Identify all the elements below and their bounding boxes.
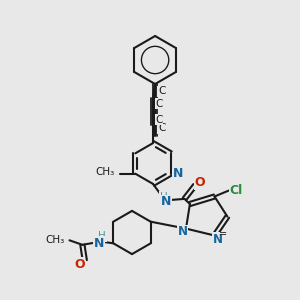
Text: C: C <box>158 123 165 133</box>
Text: =: = <box>219 229 227 239</box>
Text: N: N <box>94 237 104 250</box>
Text: CH₃: CH₃ <box>45 235 64 245</box>
Text: C: C <box>155 115 163 125</box>
Text: C: C <box>158 86 165 97</box>
Text: CH₃: CH₃ <box>95 167 114 177</box>
Text: C: C <box>155 98 163 109</box>
Text: N: N <box>161 195 172 208</box>
Text: N: N <box>173 167 183 180</box>
Text: N: N <box>212 232 223 246</box>
Text: O: O <box>194 176 205 190</box>
Text: N: N <box>177 225 188 238</box>
Text: H: H <box>160 192 167 202</box>
Text: H: H <box>98 231 106 242</box>
Text: Cl: Cl <box>230 184 243 197</box>
Text: O: O <box>74 257 85 271</box>
